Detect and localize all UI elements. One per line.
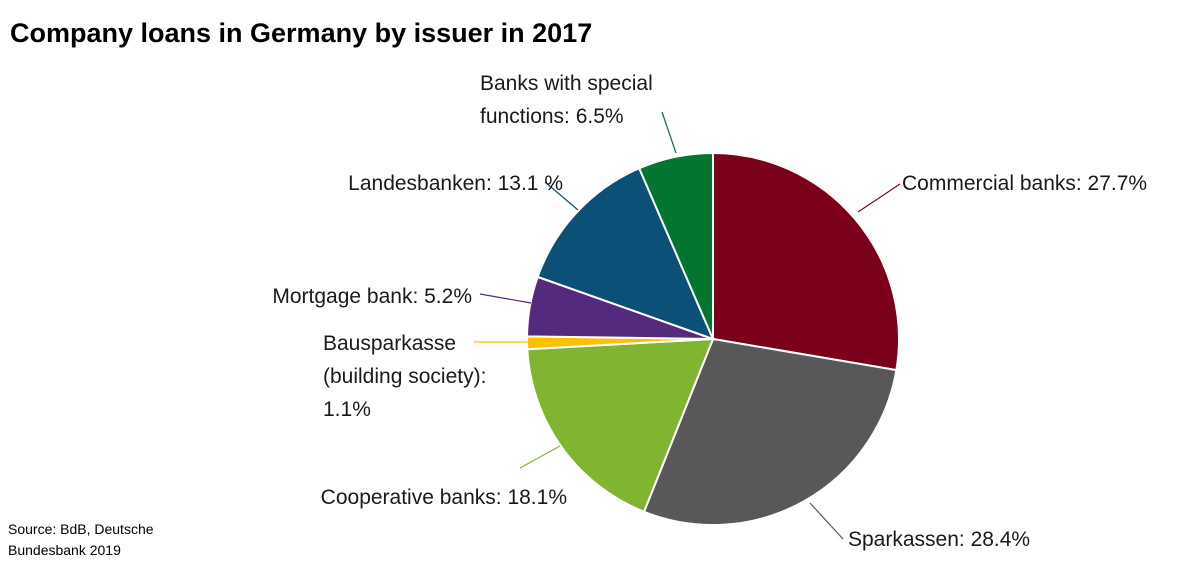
leader-line (809, 502, 844, 540)
slice-labels: Commercial banks: 27.7% Sparkassen: 28.4%… (272, 72, 1147, 551)
slice-label-line: functions: 6.5% (480, 105, 624, 128)
leader-line (519, 445, 561, 469)
source-line: Source: BdB, Deutsche (8, 521, 154, 537)
leader-line (857, 183, 901, 213)
source-line: Bundesbank 2019 (8, 542, 121, 558)
slice-label: Commercial banks: 27.7% (902, 172, 1147, 195)
pie-slices (526, 151, 900, 526)
leader-line (479, 293, 532, 304)
slice-label-line: 1.1% (323, 398, 371, 421)
source-note: Source: BdB, Deutsche Bundesbank 2019 (8, 519, 154, 561)
slice-label: Bausparkasse (building society): 1.1% (323, 332, 486, 421)
slice-label: Sparkassen: 28.4% (848, 528, 1030, 551)
pie-slice (712, 151, 900, 372)
slice-label-line: Landesbanken: 13.1 % (348, 172, 563, 195)
slice-label-line: (building society): (323, 365, 486, 388)
slice-label: Banks with special functions: 6.5% (480, 72, 653, 128)
slice-label: Cooperative banks: 18.1% (321, 486, 567, 509)
leader-lines (474, 111, 901, 540)
pie-slice (637, 151, 714, 340)
slice-label-line: Commercial banks: 27.7% (902, 172, 1147, 195)
pie-slice (642, 337, 898, 526)
slice-label-line: Banks with special (480, 72, 653, 95)
chart-title: Company loans in Germany by issuer in 20… (10, 18, 593, 48)
slice-label: Mortgage bank: 5.2% (272, 285, 472, 308)
slice-label-line: Bausparkasse (323, 332, 456, 355)
slice-label-line: Mortgage bank: 5.2% (272, 285, 472, 308)
slice-label: Landesbanken: 13.1 % (348, 172, 563, 195)
slice-label-line: Cooperative banks: 18.1% (321, 486, 567, 509)
slice-label-line: Sparkassen: 28.4% (848, 528, 1030, 551)
leader-line (544, 181, 579, 211)
pie-slice (526, 337, 715, 514)
leader-line (661, 111, 677, 154)
pie-slice (536, 166, 715, 341)
